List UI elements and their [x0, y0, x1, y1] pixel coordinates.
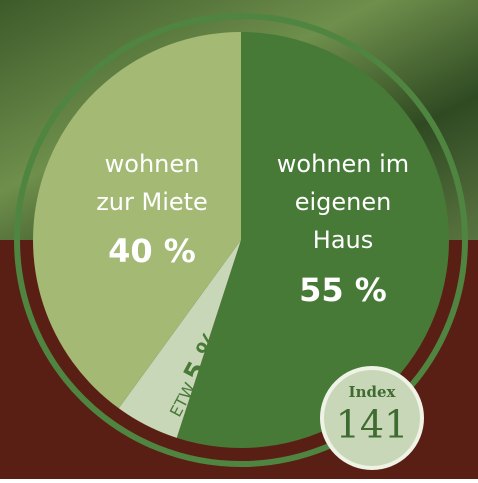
badge: Index 141 — [322, 368, 422, 468]
category-label: Haus — [313, 226, 373, 254]
category-label: wohnen im — [277, 150, 409, 178]
chart: wohnen imeigenenHaus55 %ETW5 %wohnenzur … — [0, 0, 478, 479]
badge-value: 141 — [336, 403, 409, 447]
slice-label: wohnen zur Miete 40 % — [96, 150, 208, 270]
category-label: wohnen — [105, 150, 200, 178]
category-label: eigenen — [295, 188, 392, 216]
category-label: zur Miete — [96, 188, 208, 216]
badge-title: Index — [349, 383, 397, 401]
page: wohnen imeigenenHaus55 %ETW5 %wohnenzur … — [0, 0, 478, 479]
value-label: 55 % — [299, 271, 387, 309]
value-label: 40 % — [108, 232, 196, 270]
